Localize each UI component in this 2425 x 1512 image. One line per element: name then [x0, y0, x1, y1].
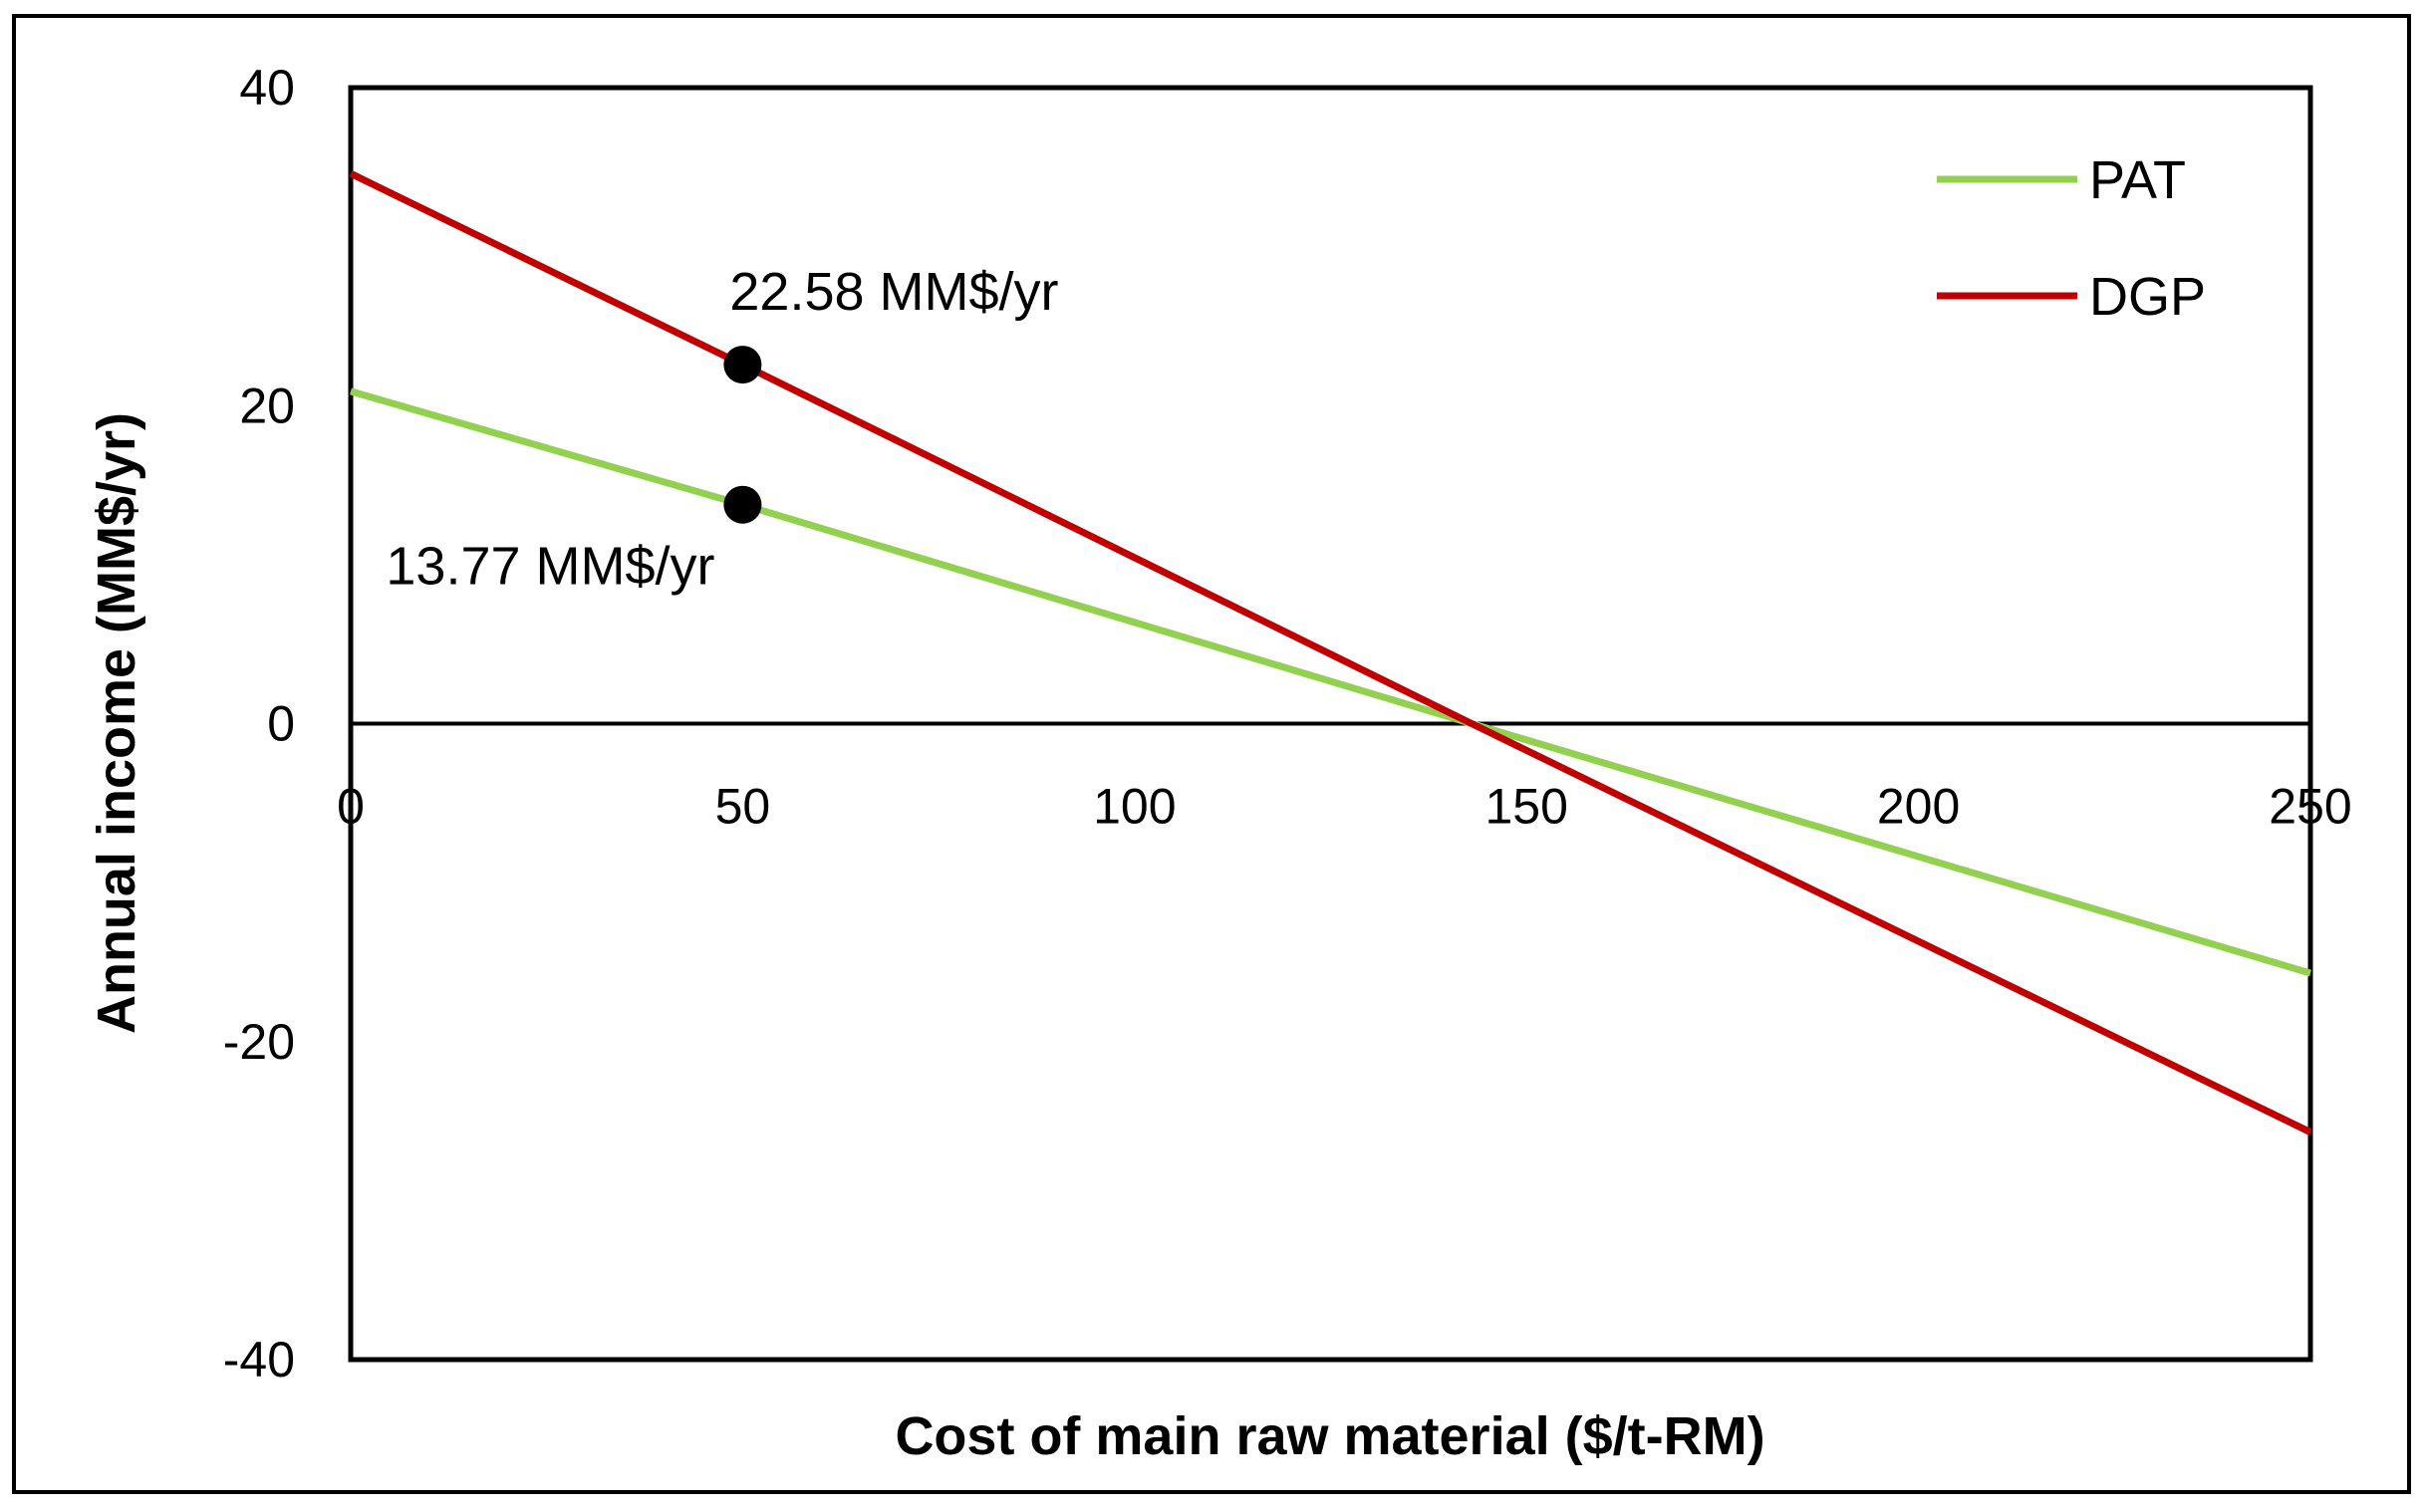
- x-tick-labels: 0 50 100 150 200 250: [337, 779, 2352, 835]
- x-tick-label-250: 250: [2269, 779, 2351, 835]
- x-tick-label-200: 200: [1877, 779, 1960, 835]
- annotation-marker-1: [723, 346, 762, 384]
- y-tick-label--40: -40: [223, 1332, 295, 1387]
- x-tick-label-150: 150: [1484, 779, 1567, 835]
- y-axis-title: Annual income (MM$/yr): [87, 412, 146, 1034]
- legend-label-pat: PAT: [2089, 150, 2186, 210]
- annotation-label-1: 22.58 MM$/yr: [729, 262, 1058, 322]
- y-tick-label-0: 0: [267, 696, 295, 752]
- x-axis-title: Cost of main raw material ($/t-RM): [895, 1406, 1764, 1466]
- legend-label-dgp: DGP: [2089, 267, 2206, 327]
- x-tick-label-100: 100: [1093, 779, 1176, 835]
- annotation-label-2: 13.77 MM$/yr: [386, 537, 714, 597]
- x-tick-label-50: 50: [715, 779, 771, 835]
- legend: PAT DGP: [1937, 150, 2206, 327]
- y-tick-label-40: 40: [239, 60, 295, 116]
- outer-border: [12, 14, 2411, 1494]
- annotation-marker-2: [723, 485, 762, 524]
- series-layer: [349, 170, 2312, 1135]
- marker-layer: [723, 346, 762, 524]
- series-line-pat: [350, 387, 2311, 977]
- y-tick-label--20: -20: [223, 1014, 295, 1070]
- series-line-dgp: [349, 170, 2312, 1135]
- y-tick-labels: -40 -20 0 20 40: [223, 60, 295, 1387]
- annotation-layer: 22.58 MM$/yr 13.77 MM$/yr: [386, 262, 1058, 597]
- x-tick-label-0: 0: [337, 779, 365, 835]
- y-tick-label-20: 20: [239, 378, 295, 433]
